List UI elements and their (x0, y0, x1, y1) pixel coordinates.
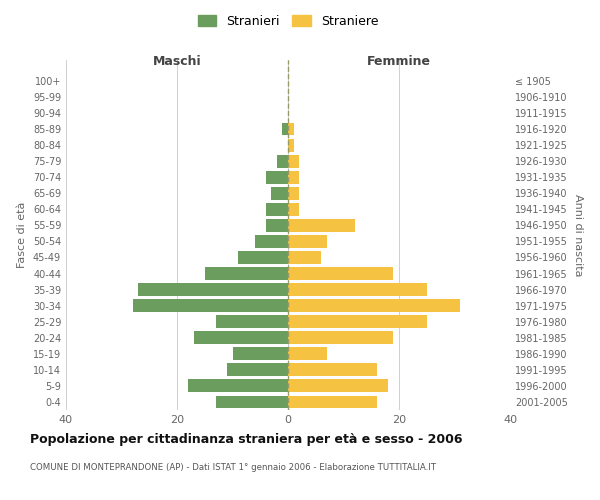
Bar (266, 219, 288, 232)
Bar (288, 348, 327, 360)
Bar (216, 316, 288, 328)
Legend: Stranieri, Straniere: Stranieri, Straniere (191, 8, 385, 34)
Bar (233, 348, 288, 360)
Bar (194, 332, 288, 344)
Bar (288, 122, 293, 136)
Bar (205, 267, 288, 280)
Bar (288, 364, 377, 376)
Bar (288, 299, 460, 312)
Bar (277, 154, 288, 168)
Bar (288, 138, 293, 151)
Text: Femmine: Femmine (367, 55, 431, 68)
Bar (216, 396, 288, 408)
Bar (271, 187, 288, 200)
Bar (288, 396, 377, 408)
Bar (288, 171, 299, 183)
Text: Maschi: Maschi (152, 55, 202, 68)
Bar (288, 267, 394, 280)
Bar (238, 251, 288, 264)
Bar (288, 154, 299, 168)
Bar (227, 364, 288, 376)
Text: COMUNE DI MONTEPRANDONE (AP) - Dati ISTAT 1° gennaio 2006 - Elaborazione TUTTITA: COMUNE DI MONTEPRANDONE (AP) - Dati ISTA… (30, 462, 436, 471)
Bar (288, 187, 299, 200)
Y-axis label: Anni di nascita: Anni di nascita (573, 194, 583, 276)
Bar (288, 235, 327, 248)
Bar (288, 316, 427, 328)
Text: Popolazione per cittadinanza straniera per età e sesso - 2006: Popolazione per cittadinanza straniera p… (30, 432, 463, 446)
Bar (288, 219, 355, 232)
Bar (133, 299, 288, 312)
Bar (288, 380, 388, 392)
Bar (266, 203, 288, 215)
Bar (288, 283, 427, 296)
Bar (283, 122, 288, 136)
Bar (288, 203, 299, 215)
Bar (288, 251, 322, 264)
Bar (288, 332, 394, 344)
Bar (188, 380, 288, 392)
Bar (254, 235, 288, 248)
Y-axis label: Fasce di età: Fasce di età (17, 202, 27, 268)
Bar (138, 283, 288, 296)
Bar (266, 171, 288, 183)
